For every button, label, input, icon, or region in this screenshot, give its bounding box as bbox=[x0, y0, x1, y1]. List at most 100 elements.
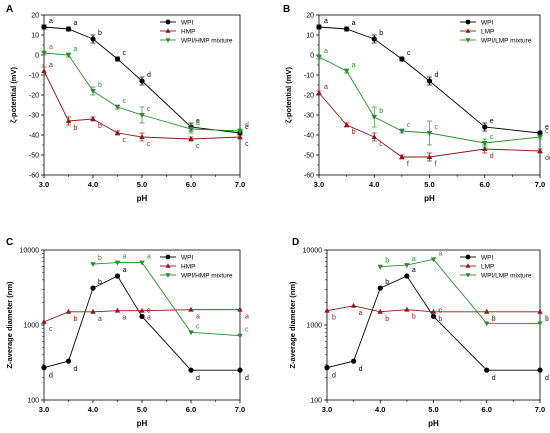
data-point bbox=[114, 105, 121, 110]
significance-label: c bbox=[147, 106, 151, 113]
significance-label: b bbox=[492, 316, 496, 323]
x-axis-label: pH bbox=[137, 194, 148, 203]
significance-label: b bbox=[98, 255, 102, 262]
data-point bbox=[237, 367, 243, 373]
significance-label: a bbox=[74, 20, 78, 27]
significance-label: b bbox=[379, 30, 383, 37]
y-tick-label: 100 bbox=[27, 398, 39, 405]
legend-marker bbox=[165, 254, 171, 260]
significance-label: b bbox=[98, 279, 102, 286]
data-point bbox=[90, 308, 96, 314]
data-point bbox=[41, 68, 47, 73]
data-point bbox=[426, 154, 433, 159]
significance-label: e bbox=[490, 118, 494, 125]
y-tick-label: -20 bbox=[29, 93, 39, 100]
x-tick-label: 4.0 bbox=[88, 405, 98, 414]
series-wpi: d d b a c d d bbox=[324, 267, 549, 382]
data-point bbox=[114, 273, 121, 279]
data-point bbox=[114, 260, 121, 266]
significance-label: a bbox=[49, 44, 53, 51]
x-tick-label: 6.0 bbox=[186, 405, 196, 414]
significance-label: a bbox=[49, 18, 53, 25]
significance-label: c bbox=[147, 141, 151, 148]
legend-label: WPI/HMP mixture bbox=[181, 273, 233, 280]
x-tick-label: 5.0 bbox=[428, 405, 438, 414]
data-point bbox=[350, 302, 357, 308]
significance-label: a bbox=[123, 315, 127, 322]
y-tick-label: 20 bbox=[31, 13, 39, 20]
significance-label: f bbox=[435, 161, 437, 168]
data-point bbox=[41, 318, 47, 324]
significance-label: a bbox=[147, 254, 151, 261]
legend-label: WPI bbox=[181, 20, 193, 27]
significance-label: c bbox=[492, 314, 496, 321]
significance-label: c bbox=[196, 323, 200, 330]
data-point bbox=[343, 69, 350, 74]
data-point bbox=[114, 56, 121, 62]
data-point bbox=[399, 129, 405, 134]
data-point bbox=[399, 56, 405, 62]
y-tick-label: -50 bbox=[304, 153, 314, 160]
legend-label: LMP bbox=[481, 264, 494, 271]
significance-label: b bbox=[439, 316, 443, 323]
data-point bbox=[537, 308, 543, 314]
series-hmp: a b b c c c c bbox=[41, 62, 249, 150]
y-axis-label: ζ-potential (mV) bbox=[284, 67, 293, 123]
data-point bbox=[371, 134, 377, 139]
significance-label: b bbox=[352, 129, 356, 136]
data-point bbox=[188, 330, 194, 336]
y-axis-label: Z-average diameter (nm) bbox=[288, 281, 297, 369]
data-point bbox=[426, 78, 433, 84]
y-axis-label: Z-average diameter (nm) bbox=[5, 281, 14, 369]
data-point bbox=[371, 36, 377, 42]
y-axis-label: ζ-potential (mV) bbox=[9, 67, 18, 123]
legend-label: WPI/HMP mixture bbox=[181, 38, 233, 45]
significance-label: c bbox=[545, 314, 549, 321]
data-point bbox=[90, 116, 96, 121]
series-wpi-hmp-mixture: a a b c c d d bbox=[41, 44, 249, 134]
x-tick-label: 3.0 bbox=[322, 405, 332, 414]
data-point bbox=[537, 130, 543, 136]
significance-label: c bbox=[439, 307, 443, 314]
data-point bbox=[65, 26, 72, 32]
panel-c: C 3.0 4.0 5.0 6.0 7.0 100 1000 10000 pH Z-average … bbox=[5, 237, 249, 428]
data-point bbox=[377, 308, 383, 314]
data-point bbox=[139, 113, 145, 118]
y-tick-label: 10 bbox=[31, 33, 39, 40]
data-point bbox=[537, 135, 543, 140]
significance-label: c bbox=[123, 137, 127, 144]
significance-label: a bbox=[196, 314, 200, 321]
significance-label: a bbox=[49, 62, 53, 69]
panel-letter: C bbox=[6, 237, 13, 248]
significance-label: c bbox=[196, 143, 200, 150]
data-point bbox=[41, 51, 47, 56]
data-point bbox=[324, 365, 330, 371]
significance-label: d bbox=[332, 373, 336, 380]
legend-label: LMP bbox=[481, 29, 494, 36]
data-point bbox=[65, 118, 72, 123]
significance-label: a bbox=[412, 267, 416, 274]
significance-label: a bbox=[324, 84, 328, 91]
significance-label: d bbox=[49, 373, 53, 380]
significance-label: d bbox=[435, 72, 439, 79]
significance-label: a bbox=[123, 254, 127, 261]
y-tick-label: -10 bbox=[304, 73, 314, 80]
x-axis-label: pH bbox=[428, 419, 439, 428]
y-tick-label: -30 bbox=[304, 113, 314, 120]
data-point bbox=[188, 306, 194, 312]
significance-label: c bbox=[435, 124, 439, 131]
significance-label: d bbox=[359, 366, 363, 373]
data-point bbox=[114, 307, 121, 313]
significance-label: c bbox=[123, 50, 127, 57]
data-point bbox=[371, 115, 377, 120]
data-point bbox=[237, 134, 243, 139]
significance-label: a bbox=[352, 20, 356, 27]
data-point bbox=[537, 148, 543, 153]
legend-marker bbox=[165, 38, 171, 43]
data-point bbox=[316, 55, 322, 60]
data-point bbox=[351, 358, 357, 364]
significance-label: d bbox=[490, 153, 494, 160]
x-axis-label: pH bbox=[424, 194, 435, 203]
series-wpi: a a b c d e e bbox=[316, 18, 549, 136]
significance-label: c bbox=[245, 141, 249, 148]
